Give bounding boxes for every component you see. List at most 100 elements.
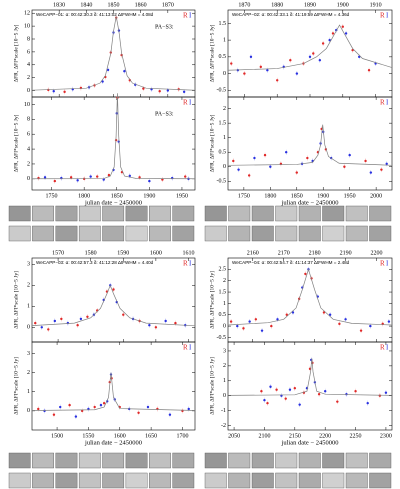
data-point (60, 317, 63, 321)
thumbnail (204, 205, 227, 222)
data-point (247, 174, 251, 177)
y-tick-label: 0 (27, 176, 30, 182)
data-point (341, 25, 344, 28)
model-curve (227, 24, 393, 71)
y-tick-label: 3 (223, 348, 226, 354)
legend-entry: I (189, 260, 192, 268)
data-point (344, 32, 348, 35)
y-tick-label: 0 (223, 71, 226, 77)
thumbnail (228, 472, 251, 489)
data-point (122, 313, 125, 316)
y-tick-label: 2 (223, 106, 226, 112)
thumbnail (102, 225, 125, 242)
data-point (148, 179, 151, 183)
thumbnail (298, 205, 321, 222)
y-tick-label: 10 (24, 102, 30, 108)
x-tick-label: 2000 (370, 193, 382, 199)
x-tick-label: 1890 (304, 2, 316, 8)
thumbnail (369, 452, 392, 469)
thumbnail (8, 452, 31, 469)
data-point (254, 318, 258, 321)
y-tick-label: 8 (27, 117, 30, 123)
x-tick-label: 1570 (52, 250, 64, 256)
thumbnail (345, 205, 368, 222)
chart-title: WeCAPP−01: α: 00:42:30.3 δ: 41:13:02 ΔtF… (36, 12, 154, 17)
data-point (63, 90, 66, 94)
x-tick-label: 1610 (182, 250, 194, 256)
y-tick-label: 2 (27, 370, 30, 376)
data-point (182, 90, 186, 94)
data-point (323, 390, 327, 393)
data-point (93, 405, 96, 409)
data-point (384, 391, 388, 394)
data-point (249, 55, 253, 59)
data-point (344, 318, 347, 321)
thumbnail (204, 452, 227, 469)
thumbnail (322, 452, 345, 469)
legend-entry: R (380, 99, 385, 107)
x-tick-label: 2160 (247, 250, 259, 256)
data-point (137, 411, 140, 414)
x-tick-label: 1580 (85, 250, 97, 256)
data-point (354, 390, 357, 393)
thumbnail (204, 225, 227, 242)
y-tick-label: 0 (27, 88, 30, 94)
data-point (312, 52, 315, 55)
thumbnail (78, 472, 101, 489)
data-point (74, 415, 78, 418)
data-point (86, 315, 89, 318)
plot-frame (31, 9, 196, 98)
y-tick-label: 3 (27, 262, 30, 268)
annotation: PA−S3: (155, 24, 174, 30)
data-point (284, 151, 288, 154)
thumbnail (322, 205, 345, 222)
x-tick-label: 1840 (80, 2, 92, 8)
data-point (366, 401, 369, 405)
thumbnail (228, 225, 251, 242)
x-tick-label: 2170 (278, 250, 290, 256)
y-axis-label: ΔFR, ΔFI*scale [10−5 Jy] (13, 357, 19, 415)
thumbnail (228, 452, 251, 469)
thumbnail (8, 225, 31, 242)
thumbnail (125, 452, 148, 469)
y-tick-label: 0 (223, 164, 226, 170)
y-axis-label: ΔFR, ΔFI*scale [10−5 Jy] (209, 24, 215, 82)
y-tick-label: -0.5 (217, 335, 227, 341)
data-point (338, 322, 341, 326)
data-point (298, 403, 301, 406)
y-tick-label: 1.5 (219, 289, 227, 295)
legend-entry: R (183, 99, 188, 107)
y-tick-label: 0.5 (219, 150, 227, 156)
data-point (322, 311, 326, 314)
thumbnail (102, 472, 125, 489)
thumbnail (172, 472, 195, 489)
x-tick-label: 2180 (309, 250, 321, 256)
data-point (269, 165, 272, 168)
y-tick-label: 3 (27, 351, 30, 357)
data-point (80, 409, 84, 413)
x-axis-label: julian date − 2450000 (84, 439, 142, 446)
y-axis-label: ΔFR, ΔFI*scale [10−5 Jy] (13, 114, 19, 172)
chart-title: WeCAPP−02: α: 00:42:33.1 δ: 41:19:59 ΔtF… (232, 12, 350, 17)
y-tick-label: 0 (27, 325, 30, 331)
data-point (146, 405, 150, 409)
thumbnail (55, 225, 78, 242)
data-point (99, 403, 103, 407)
legend-entry: R (183, 344, 188, 352)
model-curve (31, 372, 196, 411)
y-tick-label: 0.5 (219, 312, 227, 318)
thumbnail (369, 472, 392, 489)
thumbnail (251, 472, 274, 489)
y-tick-label: -2 (221, 423, 226, 429)
y-tick-label: -1 (221, 408, 226, 414)
data-point (263, 153, 267, 157)
x-axis-label: julian date − 2450000 (281, 199, 339, 206)
legend-entry: R (380, 12, 385, 20)
y-tick-label: 6 (27, 49, 30, 55)
thumbnail (275, 452, 298, 469)
x-tick-label: 2190 (340, 250, 352, 256)
data-point (359, 329, 363, 332)
data-point (295, 72, 299, 75)
thumbnail (298, 472, 321, 489)
thumbnail (322, 472, 345, 489)
